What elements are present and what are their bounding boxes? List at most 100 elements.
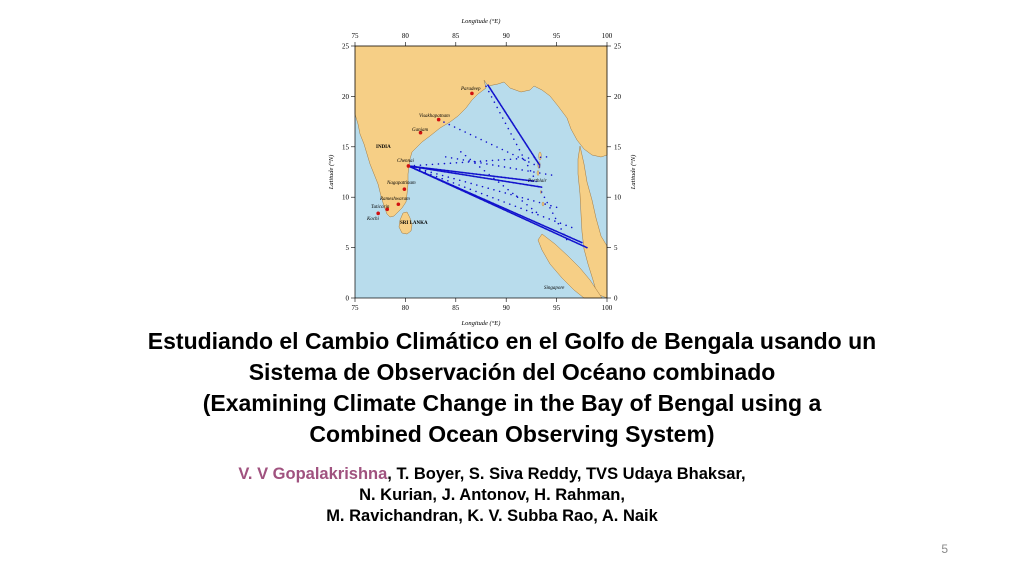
observation-point [521,154,523,156]
authors-line-1: V. V Gopalakrishna, T. Boyer, S. Siva Re… [90,464,894,485]
top-tick-label: 85 [452,32,460,40]
observation-point [535,211,538,214]
observation-point [464,131,466,133]
observation-point [489,174,492,177]
observation-point [485,85,487,88]
observation-point [528,179,531,182]
label-ganjam: Ganjam [412,128,429,133]
observation-point [539,172,541,174]
observation-point [456,158,459,160]
observation-point [525,209,528,212]
observation-point [497,179,500,182]
observation-point [501,148,504,151]
observation-point [510,133,512,135]
observation-point [453,177,455,180]
observation-point [511,181,514,184]
observation-point [565,224,567,227]
observation-point [503,180,505,183]
observation-point [449,170,451,172]
observation-point [499,111,501,114]
observation-point [507,177,510,179]
observation-point [442,170,444,173]
observation-point [535,180,537,183]
label-portblair: Portblair [527,179,547,184]
observation-point [563,233,565,236]
observation-point [485,177,487,180]
bottom-axis-title: Longitude (°E) [461,320,501,327]
observation-point [533,171,535,173]
observation-point [431,163,434,166]
observation-point [486,177,489,180]
observation-point [446,171,449,174]
observation-point [521,196,524,199]
observation-point [497,165,500,167]
left-tick-label: 20 [342,93,350,101]
observation-point [455,162,458,164]
observation-point [439,170,442,172]
observation-point [431,168,433,171]
observation-point [565,238,568,241]
observation-point [494,178,497,181]
observation-point [501,117,504,119]
station-marker [385,207,390,212]
station-marker [406,164,411,168]
observation-point [493,175,496,178]
observation-point [512,192,514,195]
observation-point [503,158,506,161]
observation-point [508,203,511,205]
observation-point [453,170,456,173]
observation-point [480,162,482,164]
observation-point [444,171,447,173]
observation-point [458,173,461,176]
observation-point [522,179,525,181]
observation-point [533,200,535,202]
observation-point [506,176,508,179]
observation-point [499,176,501,178]
observation-point [447,171,450,174]
bottom-tick-labels: 75 80 85 90 95 100 [352,304,613,312]
observation-point [450,170,453,173]
observation-point [535,185,537,188]
station-marker [418,130,423,135]
observation-point [433,169,436,172]
label-rameshwaram: Rameshwaram [379,197,410,202]
observation-point [539,156,542,159]
observation-point [442,169,445,172]
observation-point [523,183,526,186]
observation-point [456,172,458,175]
observation-point [464,174,467,176]
observation-point [461,173,464,176]
observation-point [474,173,476,175]
right-axis-title: Latitude (°N) [630,155,637,191]
observation-point [548,218,550,220]
observation-point [419,164,422,166]
observation-point [497,175,500,178]
observation-point [467,172,470,175]
observation-point [430,173,432,176]
observation-point [522,158,525,161]
observation-point [469,174,472,177]
observation-point [524,179,526,181]
observation-point [521,178,524,181]
observation-point [515,143,518,146]
observation-point [464,181,467,183]
observation-point [443,170,446,173]
observation-point [502,185,505,187]
observation-point [510,177,513,180]
right-tick-label: 5 [614,244,618,252]
observation-point [478,176,481,179]
right-tick-label: 10 [614,194,622,202]
observation-point [498,190,501,193]
title-line-spanish-1: Estudiando el Cambio Climático en el Gol… [147,328,877,354]
top-axis-title: Longitude (°E) [461,18,501,25]
observation-point [441,174,444,177]
observation-point [513,138,515,140]
observation-point [446,169,449,172]
observation-point [418,169,421,171]
observation-point [521,157,524,160]
observation-point [482,174,485,176]
observation-point [454,172,457,175]
bottom-tick-label: 95 [553,304,561,312]
left-tick-label: 10 [342,194,350,202]
observation-point [418,166,421,169]
